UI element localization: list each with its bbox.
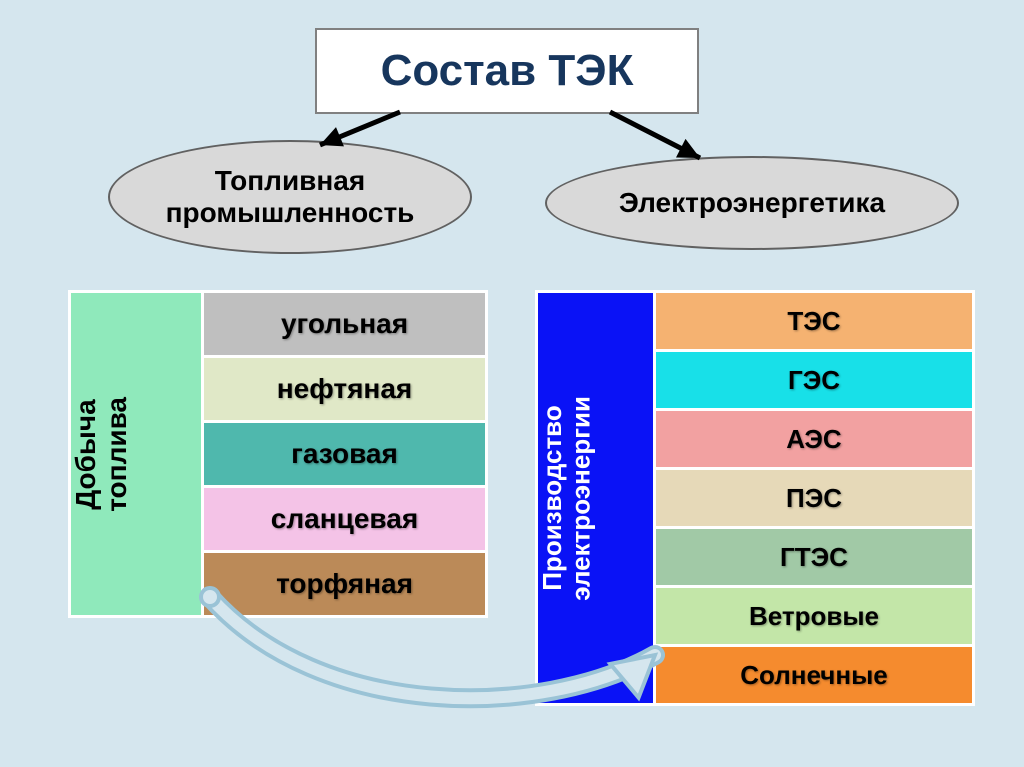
fuel-table-cell: газовая — [203, 422, 487, 487]
fuel-table-cell-label: сланцевая — [271, 503, 418, 534]
fuel-table-header-cell: Добыча топлива — [70, 292, 203, 617]
fuel-table-cell-label: нефтяная — [277, 373, 413, 404]
energy-table: Производство электроэнергииТЭСГЭСАЭСПЭСГ… — [535, 290, 975, 706]
slide-root: Состав ТЭК Топливная промышленность Электр… — [0, 0, 1024, 767]
branch-fuel-industry: Топливная промышленность — [108, 140, 472, 254]
energy-table-cell-label: Ветровые — [749, 601, 879, 631]
energy-table-cell-label: Солнечные — [740, 660, 888, 690]
fuel-table-cell-label: торфяная — [276, 568, 413, 599]
branch-fuel-industry-label: Топливная промышленность — [150, 165, 431, 229]
title-box: Состав ТЭК — [315, 28, 699, 114]
title-text: Состав ТЭК — [381, 46, 634, 96]
fuel-table-cell: угольная — [203, 292, 487, 357]
fuel-table: Добыча топливаугольнаянефтянаягазоваясла… — [68, 290, 488, 618]
branch-electric-power: Электроэнергетика — [545, 156, 959, 250]
fuel-table-cell: нефтяная — [203, 357, 487, 422]
energy-table-cell: Ветровые — [655, 587, 974, 646]
energy-table-cell: ПЭС — [655, 469, 974, 528]
arrow-to-energy-head — [676, 139, 700, 158]
fuel-table-header-label: Добыча топлива — [71, 397, 133, 512]
fuel-table-cell-label: газовая — [291, 438, 398, 469]
fuel-table-cell-label: угольная — [281, 308, 408, 339]
table-row: Добыча топливаугольная — [70, 292, 487, 357]
energy-table-cell-label: ТЭС — [787, 306, 840, 336]
energy-table-cell-label: ГЭС — [788, 365, 840, 395]
energy-table-cell-label: АЭС — [786, 424, 841, 454]
energy-table-cell: ГТЭС — [655, 528, 974, 587]
energy-table-cell-label: ПЭС — [786, 483, 842, 513]
energy-table-cell: АЭС — [655, 410, 974, 469]
energy-table-cell: Солнечные — [655, 646, 974, 705]
arrow-to-energy — [610, 112, 700, 158]
energy-table-header-cell: Производство электроэнергии — [537, 292, 655, 705]
branch-electric-power-label: Электроэнергетика — [603, 187, 901, 219]
fuel-table-cell: торфяная — [203, 552, 487, 617]
energy-table-cell: ТЭС — [655, 292, 974, 351]
fuel-table-cell: сланцевая — [203, 487, 487, 552]
energy-table-cell: ГЭС — [655, 351, 974, 410]
energy-table-cell-label: ГТЭС — [780, 542, 848, 572]
arrow-to-fuel — [320, 112, 400, 145]
table-row: Производство электроэнергииТЭС — [537, 292, 974, 351]
energy-table-header-label: Производство электроэнергии — [538, 396, 595, 601]
